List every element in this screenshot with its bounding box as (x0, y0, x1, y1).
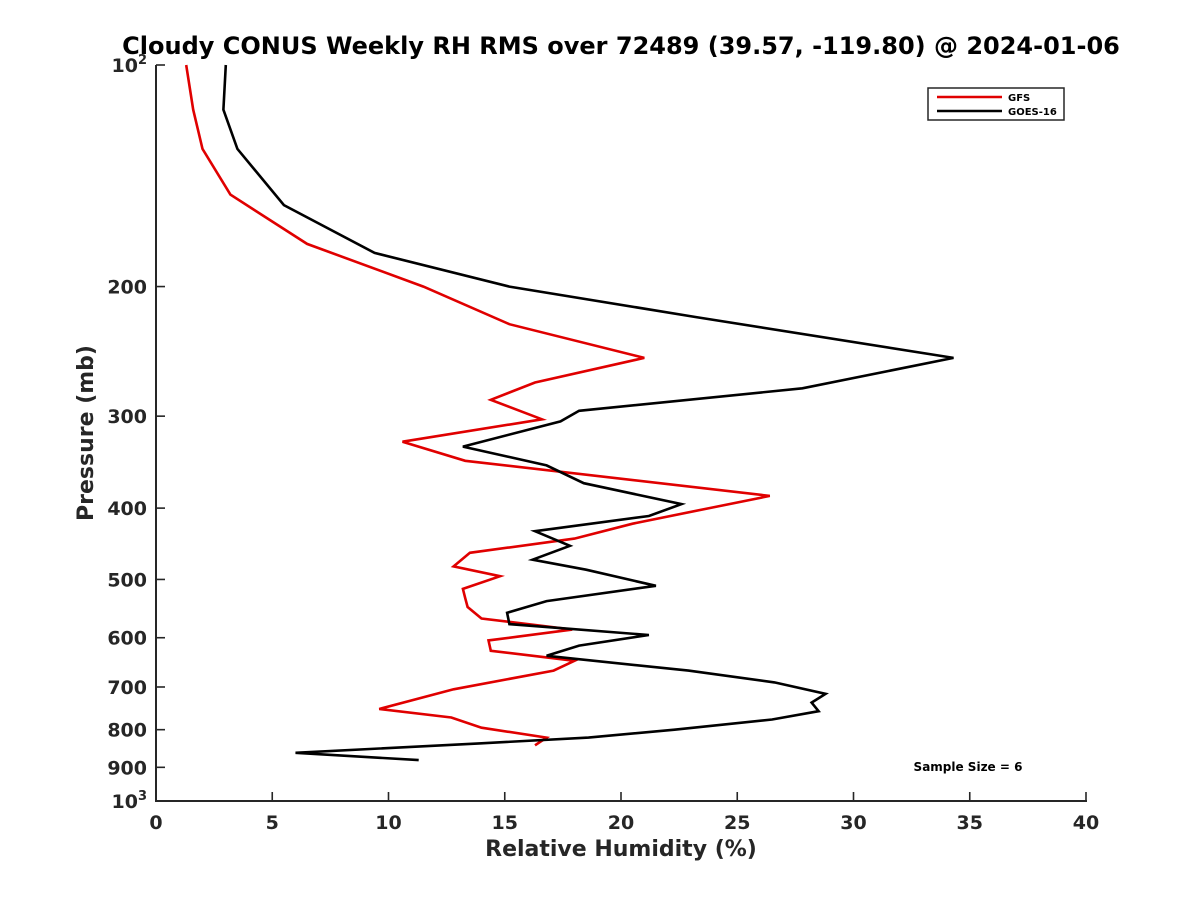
sample-size-annotation: Sample Size = 6 (914, 760, 1023, 774)
x-tick-label: 30 (840, 812, 866, 834)
y-tick-label: 400 (107, 498, 147, 520)
legend-label-gfs: GFS (1008, 93, 1030, 104)
legend: GFS GOES-16 (927, 87, 1065, 121)
y-tick-label: 300 (107, 406, 147, 428)
x-tick-label: 25 (724, 812, 750, 834)
y-tick-label: 600 (107, 628, 147, 650)
series-line-gfs (184, 64, 771, 747)
x-axis-ticks: 0 5 10 15 20 25 30 35 40 (149, 792, 1099, 834)
legend-box (927, 87, 1065, 121)
x-tick-label: 40 (1073, 812, 1099, 834)
x-tick-label: 5 (266, 812, 279, 834)
x-tick-label: 20 (608, 812, 634, 834)
y-tick-label: 500 (107, 569, 147, 591)
y-tick-label: 200 (107, 277, 147, 299)
y-axis-label: Pressure (mb) (74, 345, 99, 521)
chart-title: Cloudy CONUS Weekly RH RMS over 72489 (3… (122, 32, 1120, 60)
plot-area (184, 64, 954, 762)
x-axis-label: Relative Humidity (%) (485, 837, 757, 862)
series-line-goes16 (222, 64, 954, 762)
y-tick-label: 900 (107, 757, 147, 779)
x-tick-label: 35 (957, 812, 983, 834)
y-tick-label: 800 (107, 720, 147, 742)
x-tick-label: 10 (375, 812, 401, 834)
legend-label-goes16: GOES-16 (1008, 107, 1057, 118)
y-tick-label: 700 (107, 677, 147, 699)
x-tick-label: 0 (149, 812, 162, 834)
x-tick-label: 15 (492, 812, 518, 834)
